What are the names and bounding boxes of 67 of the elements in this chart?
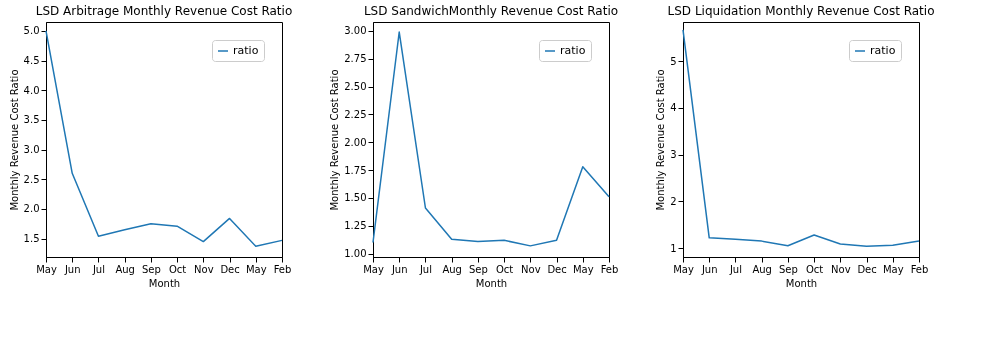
x-tick-label: Oct — [805, 263, 824, 275]
y-tick-label: 3.0 — [23, 144, 40, 156]
y-axis-title: Monthly Revenue Cost Ratio — [8, 69, 20, 211]
y-tick-label: 3 — [670, 149, 677, 161]
y-tick-label: 1.75 — [344, 164, 367, 176]
x-tick-label: Sep — [468, 263, 488, 275]
chart-title: LSD Arbitrage Monthly Revenue Cost Ratio — [35, 4, 293, 18]
x-tick-label: May — [673, 263, 694, 275]
y-tick-label: 4.0 — [23, 84, 40, 96]
y-tick-label: 2 — [670, 195, 677, 207]
y-tick-label: 2.75 — [344, 53, 367, 65]
x-tick-label: Jun — [63, 263, 81, 275]
x-tick-label: Dec — [547, 263, 567, 275]
y-tick-label: 1.5 — [23, 233, 40, 245]
chart-title: LSD SandwichMonthly Revenue Cost Ratio — [363, 4, 619, 18]
y-axis-title: Monthly Revenue Cost Ratio — [655, 69, 667, 211]
x-tick-label: Jul — [418, 263, 432, 275]
line-series — [45, 30, 283, 248]
chart-title: LSD Liquidation Monthly Revenue Cost Ratio — [667, 4, 935, 18]
x-tick-label: Feb — [273, 263, 292, 275]
y-tick-label: 2.0 — [23, 203, 40, 215]
x-tick-label: Nov — [194, 263, 214, 275]
legend-label: ratio — [560, 44, 586, 57]
x-tick-label: Feb — [910, 263, 929, 275]
legend-label: ratio — [870, 44, 896, 57]
y-tick-label: 1.00 — [344, 248, 367, 260]
x-tick-label: Jul — [728, 263, 742, 275]
x-tick-label: Jun — [700, 263, 718, 275]
line-series — [682, 29, 920, 247]
x-tick-label: May — [363, 263, 384, 275]
x-tick-label: Oct — [495, 263, 514, 275]
x-tick-label: May — [882, 263, 904, 275]
y-tick-label: 1 — [670, 242, 677, 254]
x-tick-label: Nov — [831, 263, 851, 275]
y-tick-label: 4.5 — [23, 55, 40, 67]
x-tick-label: Jun — [390, 263, 408, 275]
x-tick-label: May — [245, 263, 267, 275]
x-axis-title: Month — [785, 277, 818, 289]
y-tick-label: 3.00 — [344, 25, 367, 37]
x-tick-label: May — [36, 263, 57, 275]
x-tick-label: Aug — [442, 263, 462, 275]
x-tick-label: Dec — [857, 263, 877, 275]
y-tick-label: 1.50 — [344, 192, 367, 204]
x-tick-label: Aug — [752, 263, 772, 275]
y-tick-label: 4 — [670, 102, 677, 114]
y-tick-label: 2.50 — [344, 81, 367, 93]
y-tick-label: 2.5 — [23, 173, 40, 185]
line-series — [372, 31, 610, 247]
x-tick-label: Jul — [91, 263, 105, 275]
x-tick-label: Nov — [521, 263, 541, 275]
y-tick-label: 3.5 — [23, 114, 40, 126]
x-tick-label: Sep — [141, 263, 161, 275]
x-tick-label: Aug — [115, 263, 135, 275]
x-tick-label: May — [572, 263, 594, 275]
x-axis-title: Month — [148, 277, 181, 289]
x-axis-title: Month — [475, 277, 508, 289]
y-tick-label: 1.25 — [344, 220, 367, 232]
y-tick-label: 5.0 — [23, 25, 40, 37]
legend-label: ratio — [233, 44, 259, 57]
y-tick-label: 2.00 — [344, 136, 367, 148]
x-tick-label: Feb — [600, 263, 619, 275]
x-tick-label: Dec — [220, 263, 240, 275]
x-tick-label: Oct — [168, 263, 187, 275]
y-axis-title: Monthly Revenue Cost Ratio — [329, 69, 341, 211]
y-tick-label: 5 — [670, 55, 677, 67]
y-tick-label: 2.25 — [344, 108, 367, 120]
x-tick-label: Sep — [778, 263, 798, 275]
